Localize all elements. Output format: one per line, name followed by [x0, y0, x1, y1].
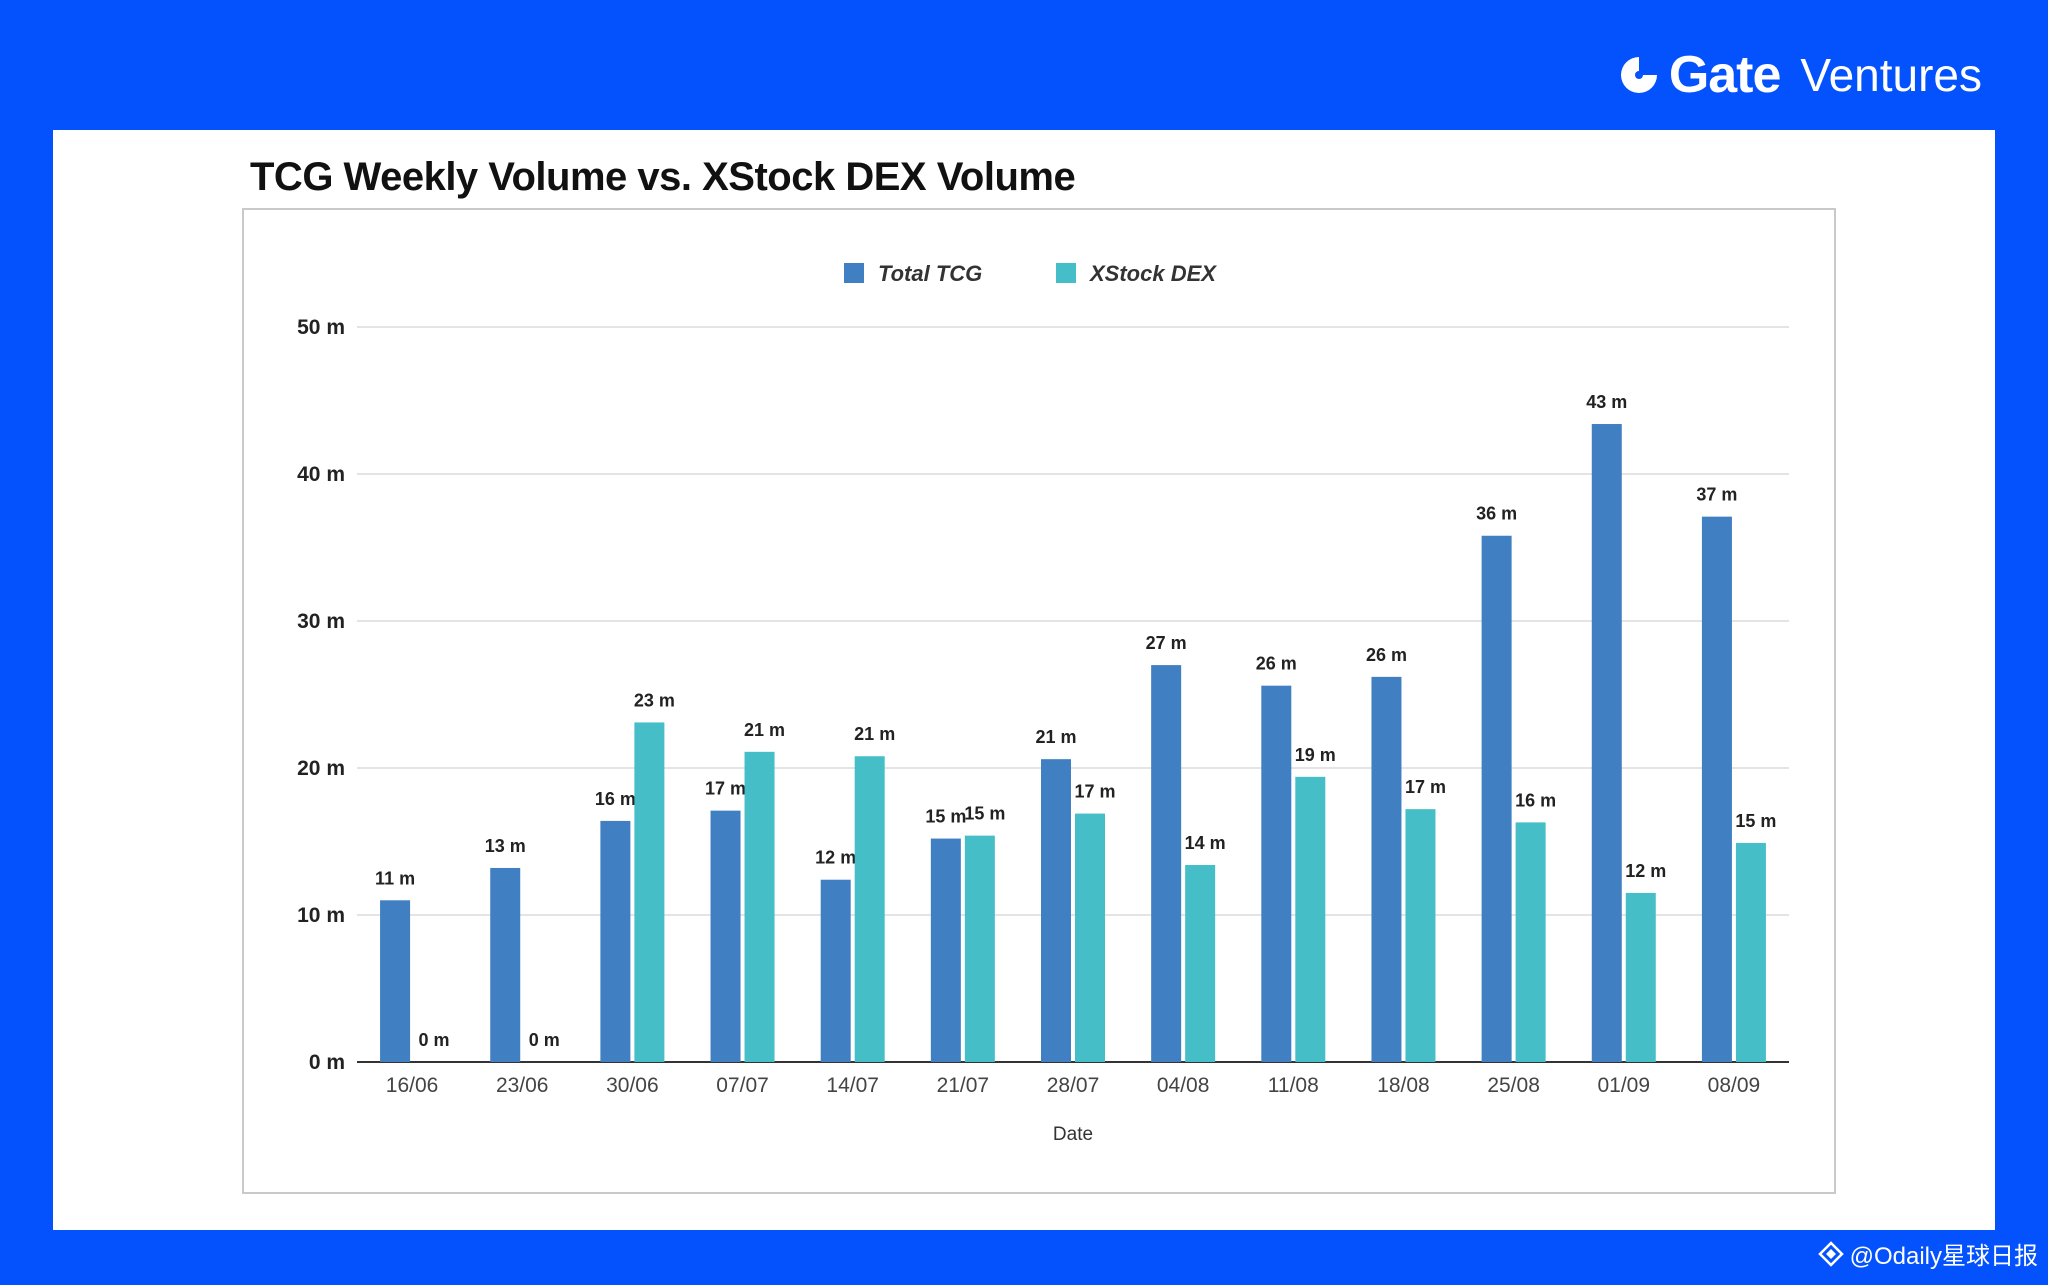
bar-xstock-dex: [1185, 865, 1216, 1062]
data-label: 16 m: [1515, 790, 1556, 810]
data-label: 43 m: [1586, 392, 1627, 412]
data-label: 26 m: [1256, 654, 1297, 674]
data-label: 21 m: [1035, 727, 1076, 747]
data-label: 11 m: [375, 868, 415, 888]
bar-total-tcg: [930, 838, 961, 1062]
data-label: 17 m: [705, 779, 746, 799]
bar-total-tcg: [820, 879, 851, 1062]
legend-swatch: [844, 263, 864, 283]
y-tick-label: 0 m: [309, 1051, 345, 1074]
data-label: 0 m: [419, 1030, 450, 1050]
bar-total-tcg: [1371, 676, 1402, 1062]
x-tick-label: 28/07: [1047, 1074, 1100, 1097]
bar-xstock-dex: [634, 722, 665, 1062]
x-tick-label: 04/08: [1157, 1074, 1210, 1097]
data-label: 17 m: [1405, 777, 1446, 797]
legend-label: XStock DEX: [1088, 261, 1217, 286]
legend-label: Total TCG: [878, 261, 982, 286]
bar-total-tcg: [1151, 665, 1182, 1062]
chart-frame: 0 m 10 m 20 m 30 m 40 m 50 m 11 m 0 m 16/06 13 m 0…: [242, 208, 1836, 1194]
data-label: 37 m: [1696, 485, 1737, 505]
data-label: 21 m: [854, 724, 895, 744]
watermark: @Odaily星球日报: [1817, 1236, 2038, 1271]
y-tick-label: 30 m: [297, 610, 345, 633]
x-tick-label: 30/06: [606, 1074, 659, 1097]
brand-name: Gate: [1668, 46, 1782, 104]
y-tick-label: 40 m: [297, 463, 345, 486]
data-label: 15 m: [925, 807, 966, 827]
data-label: 36 m: [1476, 504, 1517, 524]
x-axis-title: Date: [1053, 1124, 1093, 1145]
x-tick-label: 11/08: [1268, 1074, 1319, 1097]
bar-xstock-dex: [854, 756, 885, 1062]
x-tick-label: 08/09: [1708, 1074, 1761, 1097]
bar-xstock-dex: [1735, 842, 1766, 1062]
legend-swatch: [1056, 263, 1076, 283]
bar-xstock-dex: [1295, 776, 1326, 1062]
x-tick-label: 21/07: [937, 1074, 990, 1097]
x-tick-label: 07/07: [716, 1074, 769, 1097]
data-label: 14 m: [1185, 833, 1226, 853]
y-tick-label: 10 m: [297, 904, 345, 927]
bar-total-tcg: [600, 820, 631, 1062]
data-label: 12 m: [815, 848, 856, 868]
data-label: 19 m: [1295, 745, 1336, 765]
bar-total-tcg: [710, 810, 741, 1062]
data-label: 0 m: [529, 1030, 560, 1050]
x-tick-label: 25/08: [1487, 1074, 1540, 1097]
x-tick-label: 18/08: [1377, 1074, 1430, 1097]
data-label: 15 m: [964, 804, 1005, 824]
bar-xstock-dex: [964, 835, 995, 1062]
y-tick-label: 50 m: [297, 316, 345, 339]
data-label: 15 m: [1735, 811, 1776, 831]
x-tick-label: 14/07: [826, 1074, 879, 1097]
chart-title: TCG Weekly Volume vs. XStock DEX Volume: [250, 155, 1076, 199]
gate-logo-icon: [1620, 57, 1657, 93]
data-label: 13 m: [485, 836, 526, 856]
bar-total-tcg: [490, 867, 521, 1062]
data-label: 23 m: [634, 690, 675, 710]
watermark-text: @Odaily星球日报: [1849, 1243, 2038, 1270]
data-label: 27 m: [1146, 633, 1187, 653]
bar-xstock-dex: [1075, 813, 1105, 1062]
bar-xstock-dex: [1625, 892, 1656, 1062]
diamond-logo-icon: [1817, 1240, 1844, 1267]
data-label: 21 m: [744, 720, 785, 740]
data-label: 26 m: [1366, 645, 1407, 665]
data-label: 17 m: [1074, 782, 1115, 802]
bar-total-tcg: [380, 900, 411, 1062]
x-tick-label: 23/06: [496, 1074, 549, 1097]
brand-subtitle: Ventures: [1800, 49, 1982, 101]
data-label: 16 m: [595, 789, 636, 809]
bar-total-tcg: [1701, 516, 1732, 1062]
bar-chart: 0 m 10 m 20 m 30 m 40 m 50 m 11 m 0 m 16/06 13 m 0…: [297, 261, 1789, 1145]
bar-total-tcg: [1041, 759, 1071, 1062]
x-tick-label: 16/06: [386, 1074, 439, 1097]
bar-xstock-dex: [1515, 822, 1546, 1062]
y-tick-label: 20 m: [297, 757, 345, 780]
brand-logo: Gate Ventures: [1617, 40, 1982, 110]
bar-total-tcg: [1261, 685, 1292, 1062]
bar-xstock-dex: [744, 751, 775, 1062]
bar-xstock-dex: [1405, 809, 1436, 1062]
bar-total-tcg: [1591, 424, 1622, 1062]
x-tick-label: 01/09: [1597, 1074, 1650, 1097]
data-label: 12 m: [1625, 861, 1666, 881]
bar-total-tcg: [1481, 535, 1512, 1062]
